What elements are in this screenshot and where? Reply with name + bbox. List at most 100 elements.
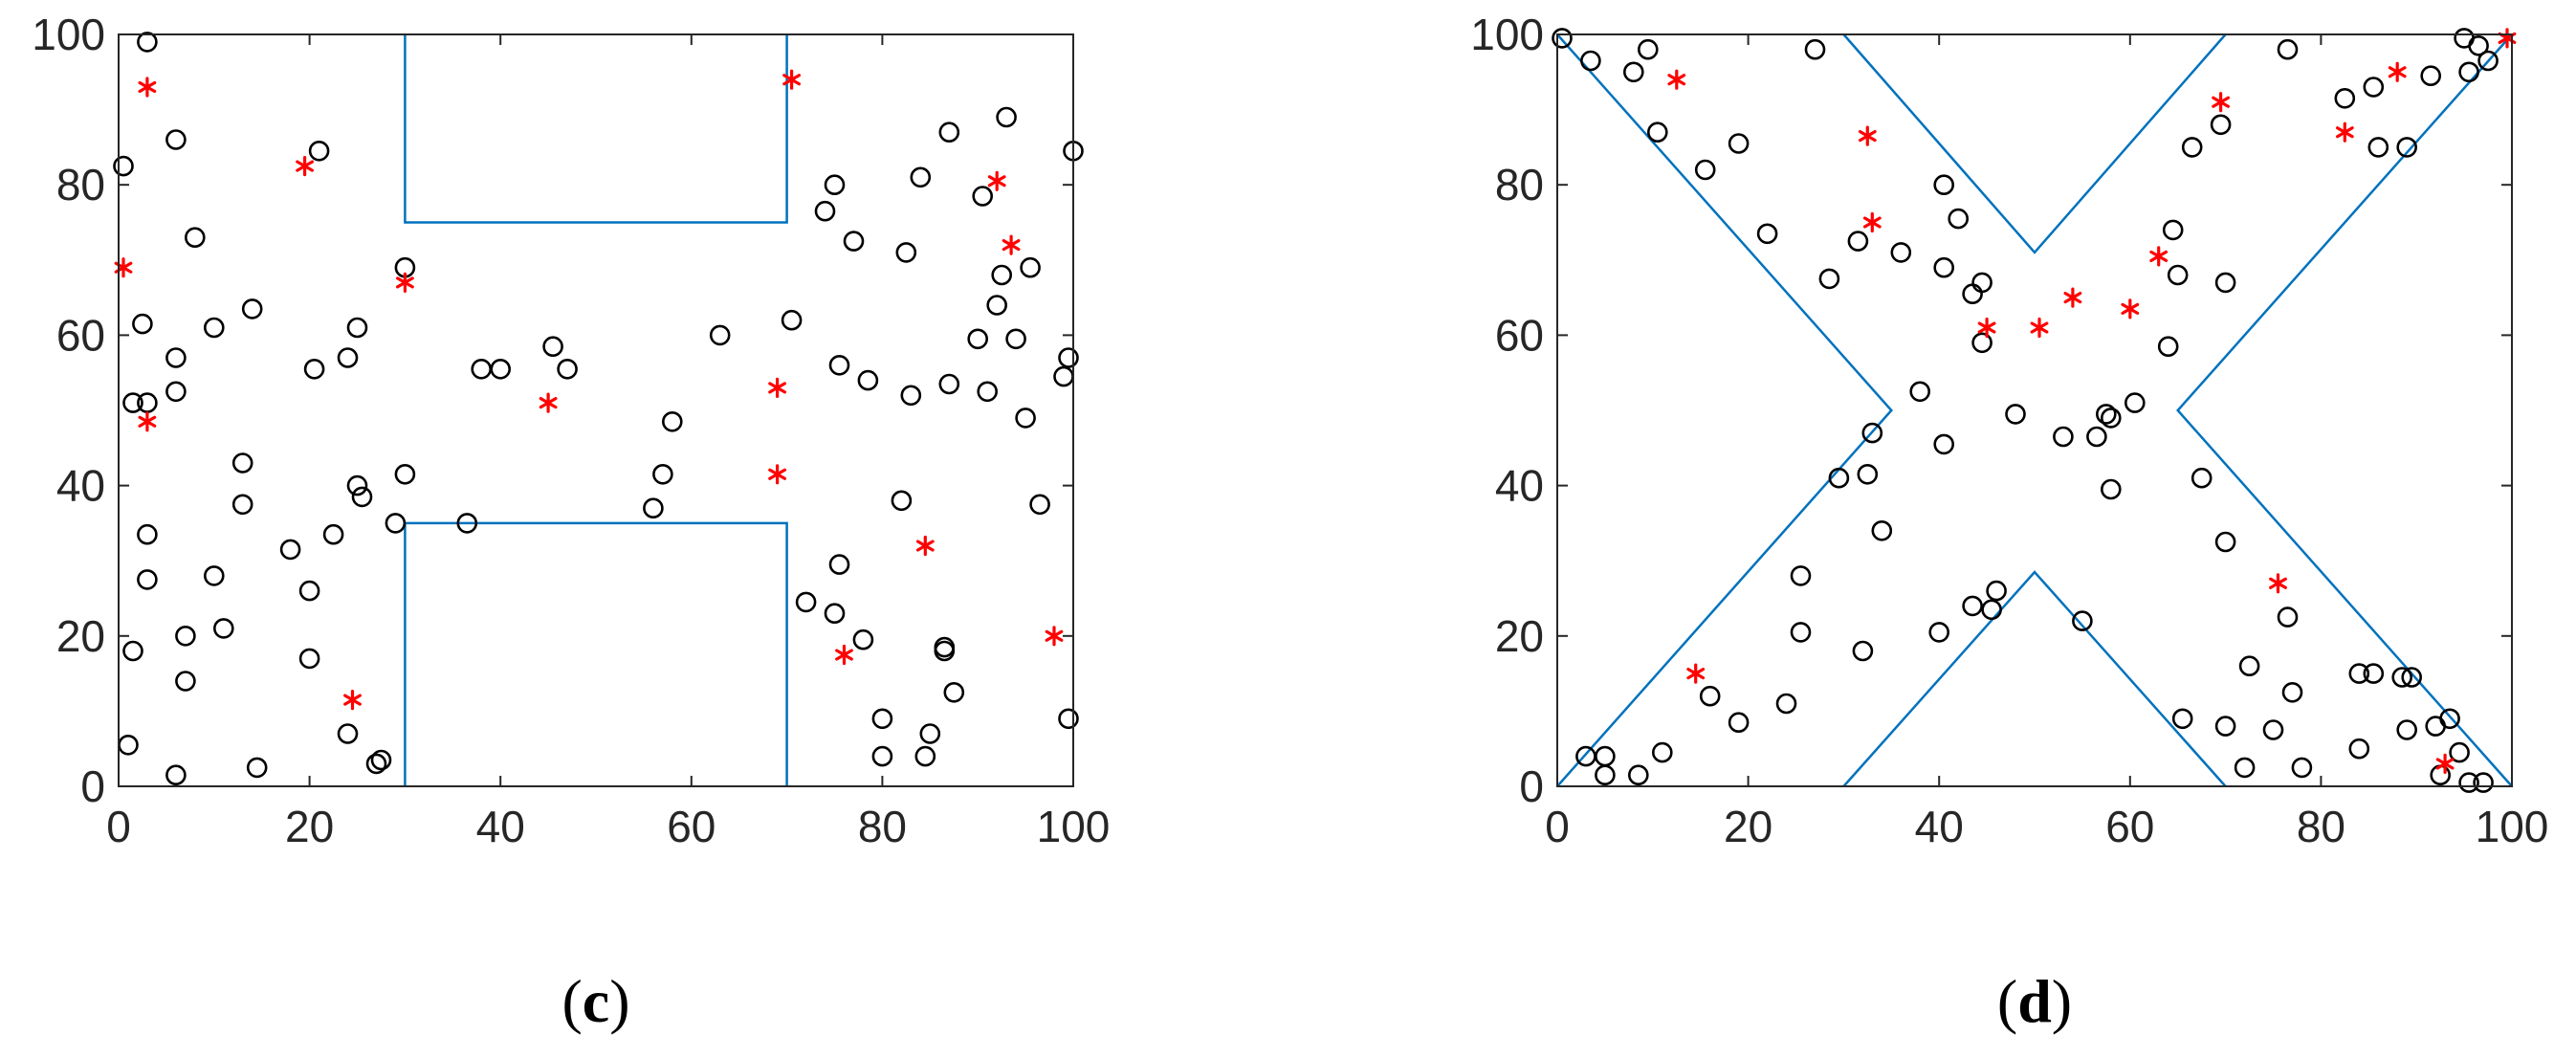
panel-c-star-point — [138, 411, 157, 432]
panel-d-circle-point — [2262, 719, 2284, 740]
panel-c-circle-point — [165, 347, 187, 368]
panel-d-circle-point — [1828, 467, 1850, 489]
panel-c-circle-point — [934, 640, 956, 662]
panel-d-ticks: 0 20 40 60 80 100 0 20 40 60 80 100 — [1470, 10, 2548, 851]
panel-c-axes-box — [118, 33, 1074, 787]
panel-c-circle-point — [490, 358, 512, 380]
panel-d-circle-point — [1928, 622, 1949, 643]
panel-d-circle-point — [2072, 610, 2093, 631]
panel-d-label-letter: d — [2017, 967, 2052, 1035]
panel-c-circle-point — [991, 264, 1012, 286]
panel-d-circle-point — [2291, 757, 2313, 779]
panel-d-circle-point — [2430, 764, 2451, 786]
panel-c-circle-point — [709, 324, 731, 346]
panel-d-circle-point — [2125, 392, 2146, 413]
panel-c-obstacles — [404, 34, 788, 786]
panel-c-circle-point — [1058, 347, 1079, 368]
panel-d-circle-point — [2101, 478, 2122, 500]
panel-c-circle-point — [241, 298, 263, 320]
panel-d-star-point — [1977, 317, 1996, 339]
panel-d-circle-point — [2281, 681, 2303, 703]
panel-c-x-tick-label: 0 — [106, 802, 131, 851]
panel-c-circle-point — [118, 734, 139, 756]
panel-c-circle-point — [891, 490, 913, 512]
panel-c-circle-point — [871, 708, 893, 730]
panel-c-star-point — [138, 77, 157, 98]
panel-d-circle-point — [2210, 114, 2232, 136]
panel-c-circle-point — [298, 648, 320, 670]
panel-d-circle-point — [1647, 121, 1668, 143]
panel-d-circle-point — [1890, 242, 1912, 263]
panel-d-circle-point — [1933, 433, 1954, 455]
panel-c-circle-point — [828, 354, 850, 376]
panel-c-circle-point — [852, 628, 874, 650]
panel-c-y-tick-label: 100 — [32, 10, 105, 59]
panel-c-circle-point — [814, 200, 836, 222]
panel-c-circle-point — [204, 317, 225, 339]
panel-c-circle-point — [996, 106, 1017, 128]
panel-d-x-tick-label: 40 — [1915, 802, 1964, 851]
panel-d-obstacle-3 — [2176, 33, 2513, 787]
panel-d-star-point — [1667, 69, 1686, 90]
panel-d-star-point — [2269, 573, 2287, 594]
panel-c-y-tick-label: 60 — [56, 310, 105, 360]
panel-c-circle-point — [122, 392, 143, 413]
panel-d-circle-point — [1981, 599, 2002, 621]
panel-d-circle-point — [2449, 741, 2470, 763]
panel-c-y-tick-label: 20 — [56, 611, 105, 661]
panel-c-circle-point — [938, 373, 960, 395]
panel-d-circle-point — [2157, 336, 2179, 358]
panel-d-circle-point — [1861, 422, 1883, 444]
panel-d-label: (d) — [1997, 967, 2072, 1035]
panel-d-markers — [1552, 28, 2517, 793]
panel-c-circle-point — [652, 463, 673, 485]
panel-c-circle-point — [919, 723, 941, 744]
panel-d-circle-point — [2191, 467, 2213, 489]
panel-d-circle-point — [2363, 77, 2385, 98]
panel-d-circle-point — [1857, 463, 1879, 485]
panel-c-circle-point — [967, 328, 989, 350]
panel-c-x-tick-label: 20 — [285, 802, 334, 851]
panel-c-circle-point — [986, 295, 1007, 316]
panel-d-circle-point — [1775, 693, 1797, 715]
panel-c-x-tick-label: 60 — [667, 802, 716, 851]
panel-d-obstacle-4 — [1842, 570, 2227, 787]
panel-c-circle-point — [1029, 494, 1050, 516]
panel-d-circle-point — [2391, 667, 2412, 688]
panel-d-x-tick-label: 20 — [1724, 802, 1772, 851]
panel-d-x-tick-label: 100 — [2476, 802, 2549, 851]
panel-c-y-tick-label: 80 — [56, 160, 105, 209]
panel-d-circle-point — [2167, 264, 2189, 286]
panel-c-circle-point — [137, 569, 158, 590]
panel-c-circle-point — [910, 166, 932, 188]
panel-d-circle-point — [1623, 61, 1644, 83]
panel-d-circle-point — [2171, 708, 2193, 730]
panel-c-circle-point — [1005, 328, 1026, 350]
panel-d-circle-point — [1728, 133, 1750, 154]
panel-c-circle-point — [204, 565, 225, 586]
panel-d: 0 20 40 60 80 100 0 20 40 60 80 100 (d) — [1470, 10, 2548, 1035]
panel-c-circle-point — [977, 381, 998, 403]
panel-d-circle-point — [1852, 640, 1874, 662]
panel-c-circle-point — [213, 618, 234, 639]
panel-d-circle-point — [1933, 174, 1954, 195]
panel-d-obstacle-1 — [1556, 33, 1893, 787]
panel-c-circle-point — [246, 757, 268, 779]
panel-d-circle-point — [2101, 408, 2122, 429]
panel-d-circle-point — [2053, 426, 2074, 448]
panel-d-circle-point — [1595, 745, 1616, 767]
panel-d-circle-point — [2458, 772, 2479, 793]
panel-d-circle-point — [1652, 741, 1673, 763]
panel-c-circle-point — [365, 753, 387, 775]
panel-c-circle-point — [165, 381, 187, 403]
panel-d-circle-point — [2181, 137, 2203, 158]
panel-c-x-tick-label: 80 — [858, 802, 907, 851]
panel-d-y-tick-label: 40 — [1495, 461, 1544, 511]
panel-c-circle-point — [661, 410, 683, 432]
panel-d-circle-point — [1575, 745, 1596, 767]
panel-d-y-tick-label: 20 — [1495, 611, 1544, 661]
panel-c-circle-point — [943, 681, 965, 703]
panel-d-circle-point — [2396, 719, 2417, 740]
panel-d-x-tick-label: 0 — [1545, 802, 1570, 851]
panel-d-axes-box — [1556, 33, 2513, 787]
